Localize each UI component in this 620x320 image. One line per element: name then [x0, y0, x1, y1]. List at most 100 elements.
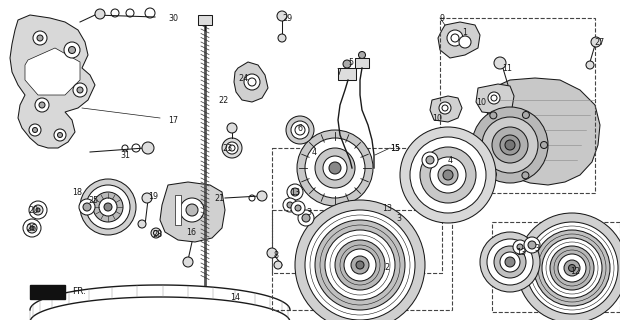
- Circle shape: [490, 112, 497, 119]
- Circle shape: [505, 140, 515, 150]
- Circle shape: [58, 132, 63, 138]
- Circle shape: [302, 214, 310, 222]
- Bar: [355, 58, 369, 68]
- Circle shape: [522, 172, 529, 179]
- Circle shape: [482, 117, 538, 173]
- Circle shape: [142, 142, 154, 154]
- Circle shape: [524, 237, 540, 253]
- Circle shape: [586, 61, 594, 69]
- Text: 15: 15: [390, 143, 400, 153]
- Text: 13: 13: [516, 247, 526, 257]
- Circle shape: [351, 256, 369, 274]
- Circle shape: [298, 210, 314, 226]
- Circle shape: [564, 260, 580, 276]
- Text: 2: 2: [384, 263, 389, 273]
- Circle shape: [489, 171, 497, 178]
- Text: 7: 7: [336, 68, 341, 76]
- Bar: [175, 195, 181, 225]
- Circle shape: [323, 156, 347, 180]
- Circle shape: [80, 179, 136, 235]
- Circle shape: [343, 60, 351, 68]
- Text: 26: 26: [26, 223, 36, 233]
- Circle shape: [64, 42, 80, 58]
- Circle shape: [227, 123, 237, 133]
- Circle shape: [325, 230, 395, 300]
- Text: 17: 17: [168, 116, 178, 124]
- Polygon shape: [10, 15, 95, 148]
- Circle shape: [291, 201, 305, 215]
- Circle shape: [420, 147, 476, 203]
- Circle shape: [591, 37, 601, 47]
- Circle shape: [77, 87, 83, 93]
- Polygon shape: [438, 22, 480, 58]
- Polygon shape: [487, 78, 600, 185]
- Polygon shape: [30, 285, 65, 299]
- Circle shape: [37, 35, 43, 41]
- Circle shape: [430, 157, 466, 193]
- Circle shape: [32, 127, 37, 132]
- Circle shape: [494, 57, 506, 69]
- Circle shape: [305, 210, 415, 320]
- Text: 9: 9: [440, 13, 445, 22]
- Text: 22: 22: [218, 95, 228, 105]
- Circle shape: [295, 205, 301, 211]
- Circle shape: [528, 241, 536, 249]
- Text: 19: 19: [148, 191, 158, 201]
- Circle shape: [274, 261, 282, 269]
- Circle shape: [86, 185, 130, 229]
- Polygon shape: [234, 62, 268, 102]
- Text: 5: 5: [348, 58, 353, 67]
- Circle shape: [27, 223, 37, 233]
- Text: 12: 12: [570, 268, 580, 276]
- Circle shape: [30, 226, 34, 230]
- Circle shape: [315, 148, 355, 188]
- Circle shape: [329, 162, 341, 174]
- Circle shape: [569, 265, 575, 271]
- Circle shape: [151, 228, 161, 238]
- Circle shape: [180, 198, 204, 222]
- Circle shape: [541, 141, 547, 148]
- Circle shape: [29, 201, 47, 219]
- Circle shape: [472, 107, 548, 183]
- Text: 31: 31: [120, 150, 130, 159]
- Circle shape: [494, 246, 526, 278]
- Text: 3: 3: [306, 207, 311, 217]
- Circle shape: [142, 193, 152, 203]
- Circle shape: [297, 130, 373, 206]
- Circle shape: [93, 192, 123, 222]
- Circle shape: [287, 202, 293, 208]
- Circle shape: [517, 244, 523, 250]
- Circle shape: [83, 203, 91, 211]
- Text: 24: 24: [238, 74, 248, 83]
- Circle shape: [295, 200, 425, 320]
- Text: FR.: FR.: [72, 287, 86, 297]
- Bar: [440, 18, 595, 193]
- Bar: [272, 210, 452, 310]
- Text: 14: 14: [230, 293, 240, 302]
- Circle shape: [277, 11, 287, 21]
- Circle shape: [447, 30, 463, 46]
- Circle shape: [222, 138, 242, 158]
- Circle shape: [68, 46, 76, 53]
- Text: 25: 25: [88, 196, 98, 204]
- Circle shape: [513, 240, 527, 254]
- Circle shape: [315, 220, 405, 310]
- Circle shape: [422, 152, 438, 168]
- Circle shape: [487, 239, 533, 285]
- Circle shape: [29, 124, 41, 136]
- Circle shape: [505, 257, 515, 267]
- Text: 3: 3: [396, 213, 401, 222]
- Circle shape: [283, 198, 297, 212]
- Circle shape: [410, 137, 486, 213]
- Text: 13: 13: [290, 188, 300, 196]
- Text: 29: 29: [282, 13, 292, 22]
- Circle shape: [257, 191, 267, 201]
- Polygon shape: [430, 96, 462, 122]
- Circle shape: [358, 52, 366, 59]
- Text: 27: 27: [594, 37, 604, 46]
- Circle shape: [138, 220, 146, 228]
- Circle shape: [186, 204, 198, 216]
- Polygon shape: [160, 182, 225, 242]
- Text: 4: 4: [312, 148, 317, 156]
- Text: 10: 10: [476, 98, 486, 107]
